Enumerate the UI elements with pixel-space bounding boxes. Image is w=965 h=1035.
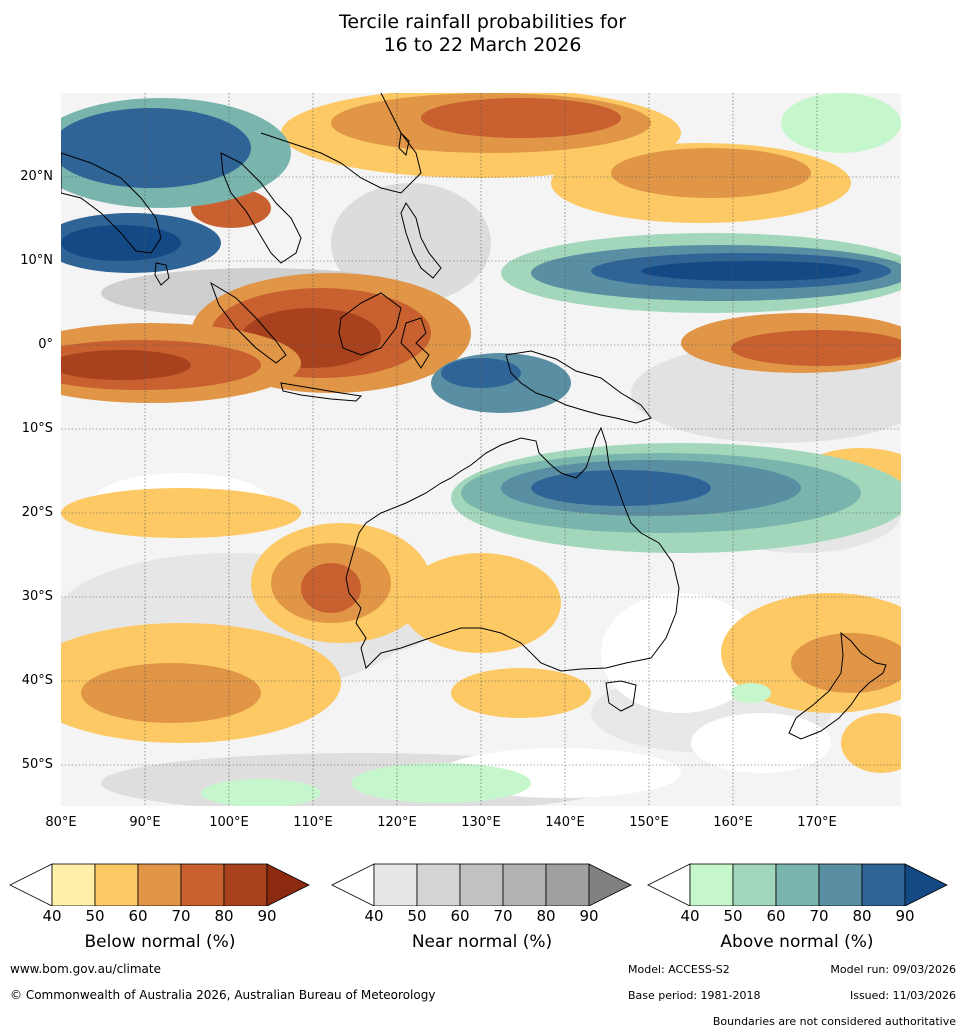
longitude-label: 160°E bbox=[713, 815, 753, 830]
taiwan-coastline bbox=[398, 131, 410, 157]
longitude-label: 100°E bbox=[209, 815, 249, 830]
latitude-label: 20°S bbox=[21, 505, 53, 520]
philippines-coastline bbox=[400, 202, 442, 279]
swatch-near-50 bbox=[416, 863, 461, 906]
india-coastline bbox=[61, 152, 162, 254]
swatch-below-60 bbox=[137, 863, 182, 906]
below-normal-label: Below normal (%) bbox=[84, 932, 236, 952]
longitude-label: 140°E bbox=[545, 815, 585, 830]
graticule bbox=[61, 93, 901, 806]
latitude-label: 40°S bbox=[21, 673, 53, 688]
latitude-label: 50°S bbox=[21, 757, 53, 772]
rainfall-probability-map bbox=[61, 93, 901, 806]
swatch-below-80 bbox=[223, 863, 268, 906]
swatch-above-70 bbox=[818, 863, 863, 906]
base-period: Base period: 1981-2018 bbox=[628, 989, 761, 1002]
colorbar-tick: 70 bbox=[171, 907, 191, 925]
colorbar-tick: 70 bbox=[493, 907, 513, 925]
swatch-above-80 bbox=[861, 863, 906, 906]
map-title-line-2: 16 to 22 March 2026 bbox=[383, 34, 582, 56]
swatch-above-40 bbox=[689, 863, 734, 906]
new-zealand-coastline bbox=[788, 631, 887, 740]
sri-lanka-coastline bbox=[154, 262, 170, 286]
latitude-label: 30°S bbox=[21, 589, 53, 604]
longitude-label: 130°E bbox=[461, 815, 501, 830]
colorbar-tick: 60 bbox=[128, 907, 148, 925]
australia-coastline bbox=[345, 426, 680, 672]
swatch-above-60 bbox=[775, 863, 820, 906]
colorbar-tick: 40 bbox=[680, 907, 700, 925]
model-run-date: Model run: 09/03/2026 bbox=[830, 963, 956, 976]
sumatra-coastline bbox=[210, 281, 287, 364]
coastlines bbox=[61, 93, 887, 740]
boundaries-disclaimer: Boundaries are not considered authoritat… bbox=[712, 1015, 956, 1028]
below-normal-colorbar bbox=[9, 863, 310, 906]
colorbar-tick: 90 bbox=[257, 907, 277, 925]
colorbar-tick: 40 bbox=[42, 907, 62, 925]
colorbar-tick: 80 bbox=[852, 907, 872, 925]
colorbars bbox=[9, 863, 948, 906]
indochina-coastline bbox=[220, 152, 302, 264]
website-link[interactable]: www.bom.gov.au/climate bbox=[10, 962, 161, 976]
swatch-near-40 bbox=[373, 863, 418, 906]
swatch-near-70 bbox=[502, 863, 547, 906]
near-normal-colorbar bbox=[331, 863, 632, 906]
swatch-below-50 bbox=[94, 863, 139, 906]
swatch-below-40 bbox=[51, 863, 96, 906]
near-normal-label: Near normal (%) bbox=[411, 932, 553, 952]
colorbar-tick: 80 bbox=[536, 907, 556, 925]
longitude-label: 170°E bbox=[797, 815, 837, 830]
above-normal-label: Above normal (%) bbox=[720, 932, 874, 952]
colorbar-tick: 40 bbox=[364, 907, 384, 925]
map-title-line-1: Tercile rainfall probabilities for bbox=[338, 11, 627, 33]
longitude-label: 120°E bbox=[377, 815, 417, 830]
colorbar-tick: 70 bbox=[809, 907, 829, 925]
colorbar-tick: 50 bbox=[85, 907, 105, 925]
model-name: Model: ACCESS-S2 bbox=[628, 963, 730, 976]
borneo-coastline bbox=[338, 292, 402, 356]
map-canvas bbox=[61, 93, 901, 806]
new-guinea-coastline bbox=[505, 350, 652, 424]
issued-date: Issued: 11/03/2026 bbox=[849, 989, 956, 1002]
colorbar-tick: 90 bbox=[579, 907, 599, 925]
colorbar-tick: 80 bbox=[214, 907, 234, 925]
longitude-label: 80°E bbox=[45, 815, 77, 830]
latitude-label: 10°N bbox=[20, 253, 53, 268]
latitude-label: 20°N bbox=[20, 169, 53, 184]
sulawesi-coastline bbox=[400, 317, 430, 369]
tasmania-coastline bbox=[605, 680, 637, 712]
above-normal-colorbar bbox=[647, 863, 948, 906]
colorbar-tick: 90 bbox=[895, 907, 915, 925]
java-coastline bbox=[280, 382, 363, 402]
latitude-label: 0° bbox=[38, 337, 53, 352]
latitude-label: 10°S bbox=[21, 421, 53, 436]
china-coastline bbox=[260, 93, 422, 194]
longitude-label: 90°E bbox=[129, 815, 161, 830]
swatch-above-50 bbox=[732, 863, 777, 906]
longitude-label: 150°E bbox=[629, 815, 669, 830]
swatch-near-80 bbox=[545, 863, 590, 906]
colorbar-tick: 60 bbox=[450, 907, 470, 925]
colorbar-tick: 60 bbox=[766, 907, 786, 925]
copyright-text: © Commonwealth of Australia 2026, Austra… bbox=[10, 988, 436, 1002]
longitude-label: 110°E bbox=[293, 815, 333, 830]
colorbar-tick: 50 bbox=[723, 907, 743, 925]
colorbar-tick: 50 bbox=[407, 907, 427, 925]
swatch-near-60 bbox=[459, 863, 504, 906]
swatch-below-70 bbox=[180, 863, 225, 906]
